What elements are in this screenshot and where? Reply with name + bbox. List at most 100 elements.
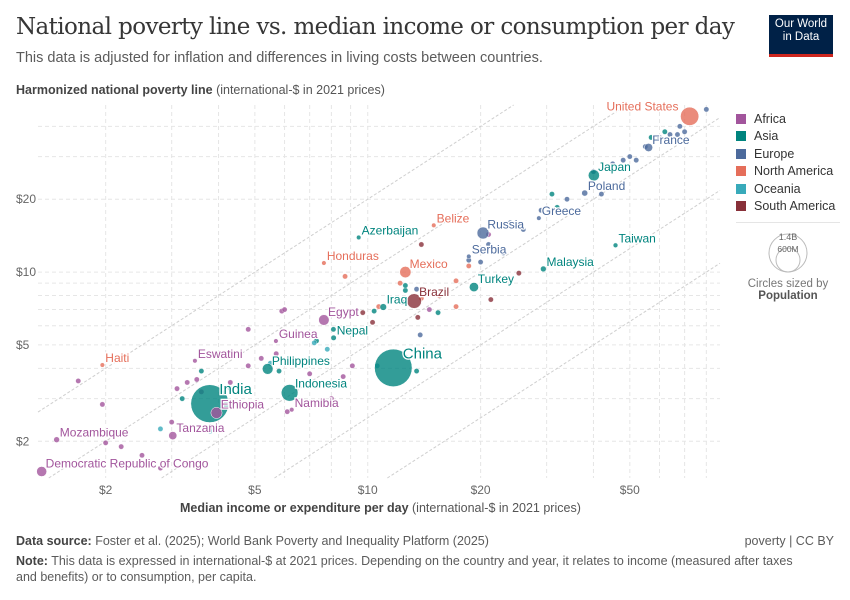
point-label: Russia [487, 218, 524, 232]
data-point-turkey [469, 282, 479, 292]
point-label: Turkey [478, 272, 514, 286]
legend-item-south-america[interactable]: South America [736, 198, 835, 216]
data-point [99, 401, 106, 408]
data-point [207, 428, 213, 434]
point-label: Honduras [327, 249, 379, 263]
legend-item-north-america[interactable]: North America [736, 163, 835, 181]
point-label: Democratic Republic of Congo [46, 456, 209, 470]
point-label: India [219, 381, 252, 398]
point-label: Brazil [419, 285, 449, 299]
data-point-nepal [330, 334, 337, 341]
data-point [238, 385, 245, 392]
license-text[interactable]: poverty | CC BY [744, 534, 834, 548]
data-point [703, 106, 710, 113]
x-tick-label: $10 [358, 483, 378, 497]
data-point [139, 452, 145, 459]
ratio-line [387, 262, 721, 479]
legend-label: South America [754, 199, 836, 214]
point-label: Haiti [105, 351, 129, 365]
data-point [75, 378, 81, 384]
legend-swatch [736, 131, 746, 142]
data-point [415, 314, 421, 321]
size-legend-big-label: 1.4B [779, 232, 798, 242]
data-point [677, 123, 683, 130]
data-point [258, 355, 265, 362]
data-point-egypt [318, 314, 330, 326]
data-point-france [644, 143, 653, 152]
data-point [648, 134, 654, 141]
data-point [402, 282, 409, 289]
point-label: France [652, 133, 690, 147]
legend-swatch [736, 166, 746, 177]
data-point-russia [476, 226, 490, 240]
data-point [194, 376, 200, 383]
data-point [667, 131, 673, 138]
data-point-azerbaijan [356, 234, 362, 240]
data-point-serbia [466, 253, 472, 260]
legend-item-europe[interactable]: Europe [736, 145, 835, 163]
x-tick-label: $20 [471, 483, 491, 497]
y-tick-label: $10 [16, 265, 36, 279]
size-legend-small-label: 600M [777, 244, 798, 254]
data-point [198, 368, 205, 374]
legend-swatch [736, 148, 746, 159]
data-point [500, 250, 507, 256]
point-label: Eswatini [198, 347, 243, 361]
legend-item-asia[interactable]: Asia [736, 128, 835, 146]
data-point [174, 385, 180, 392]
point-label: Malaysia [547, 255, 595, 269]
data-point [516, 270, 522, 276]
data-point [477, 259, 484, 265]
point-label: Tanzania [176, 421, 224, 435]
x-axis-label: Median income or expenditure per day (in… [180, 501, 581, 515]
owid-logo[interactable]: Our World in Data [769, 15, 833, 57]
point-label: Greece [542, 204, 582, 218]
data-point [554, 204, 560, 211]
y-tick-label: $20 [16, 192, 36, 206]
point-label: Iraq [387, 293, 408, 307]
data-point [328, 395, 335, 402]
point-label: Philippines [272, 354, 330, 368]
x-tick-label: $5 [248, 483, 262, 497]
data-point [281, 306, 288, 313]
data-point-mozambique [53, 436, 60, 443]
data-point [507, 219, 514, 226]
data-point [330, 326, 337, 333]
data-point [466, 263, 472, 269]
data-point [371, 308, 377, 314]
data-point-malaysia [540, 265, 547, 273]
data-point [273, 350, 279, 357]
legend-item-africa[interactable]: Africa [736, 110, 835, 128]
data-point [609, 161, 616, 167]
data-point [324, 346, 331, 352]
data-point [681, 128, 688, 135]
data-point [620, 157, 626, 163]
legend-item-oceania[interactable]: Oceania [736, 180, 835, 198]
data-point [276, 368, 282, 374]
data-point [417, 332, 423, 338]
point-label: Belize [437, 211, 470, 225]
data-point [564, 196, 570, 202]
data-point [369, 319, 376, 326]
chart-title: National poverty line vs. median income … [16, 14, 735, 40]
data-point [400, 299, 406, 306]
point-label: Azerbaijan [362, 224, 419, 238]
data-point [227, 385, 234, 392]
data-point [656, 134, 663, 141]
point-label: Nepal [337, 324, 368, 338]
data-point-china [374, 348, 413, 387]
data-point-brazil [406, 293, 422, 309]
point-label: United States [606, 100, 678, 114]
data-point [157, 426, 164, 432]
legend-label: Oceania [754, 181, 801, 196]
data-point [627, 153, 633, 160]
data-point-eswatini [192, 358, 198, 364]
x-tick-label: $2 [99, 483, 113, 497]
data-point-namibia [289, 407, 295, 413]
note: Note: This data is expressed in internat… [16, 554, 793, 584]
size-legend-circles: 1.4B 600M [768, 232, 808, 273]
point-label: Ethiopia [221, 398, 265, 412]
data-point-honduras [321, 260, 327, 266]
